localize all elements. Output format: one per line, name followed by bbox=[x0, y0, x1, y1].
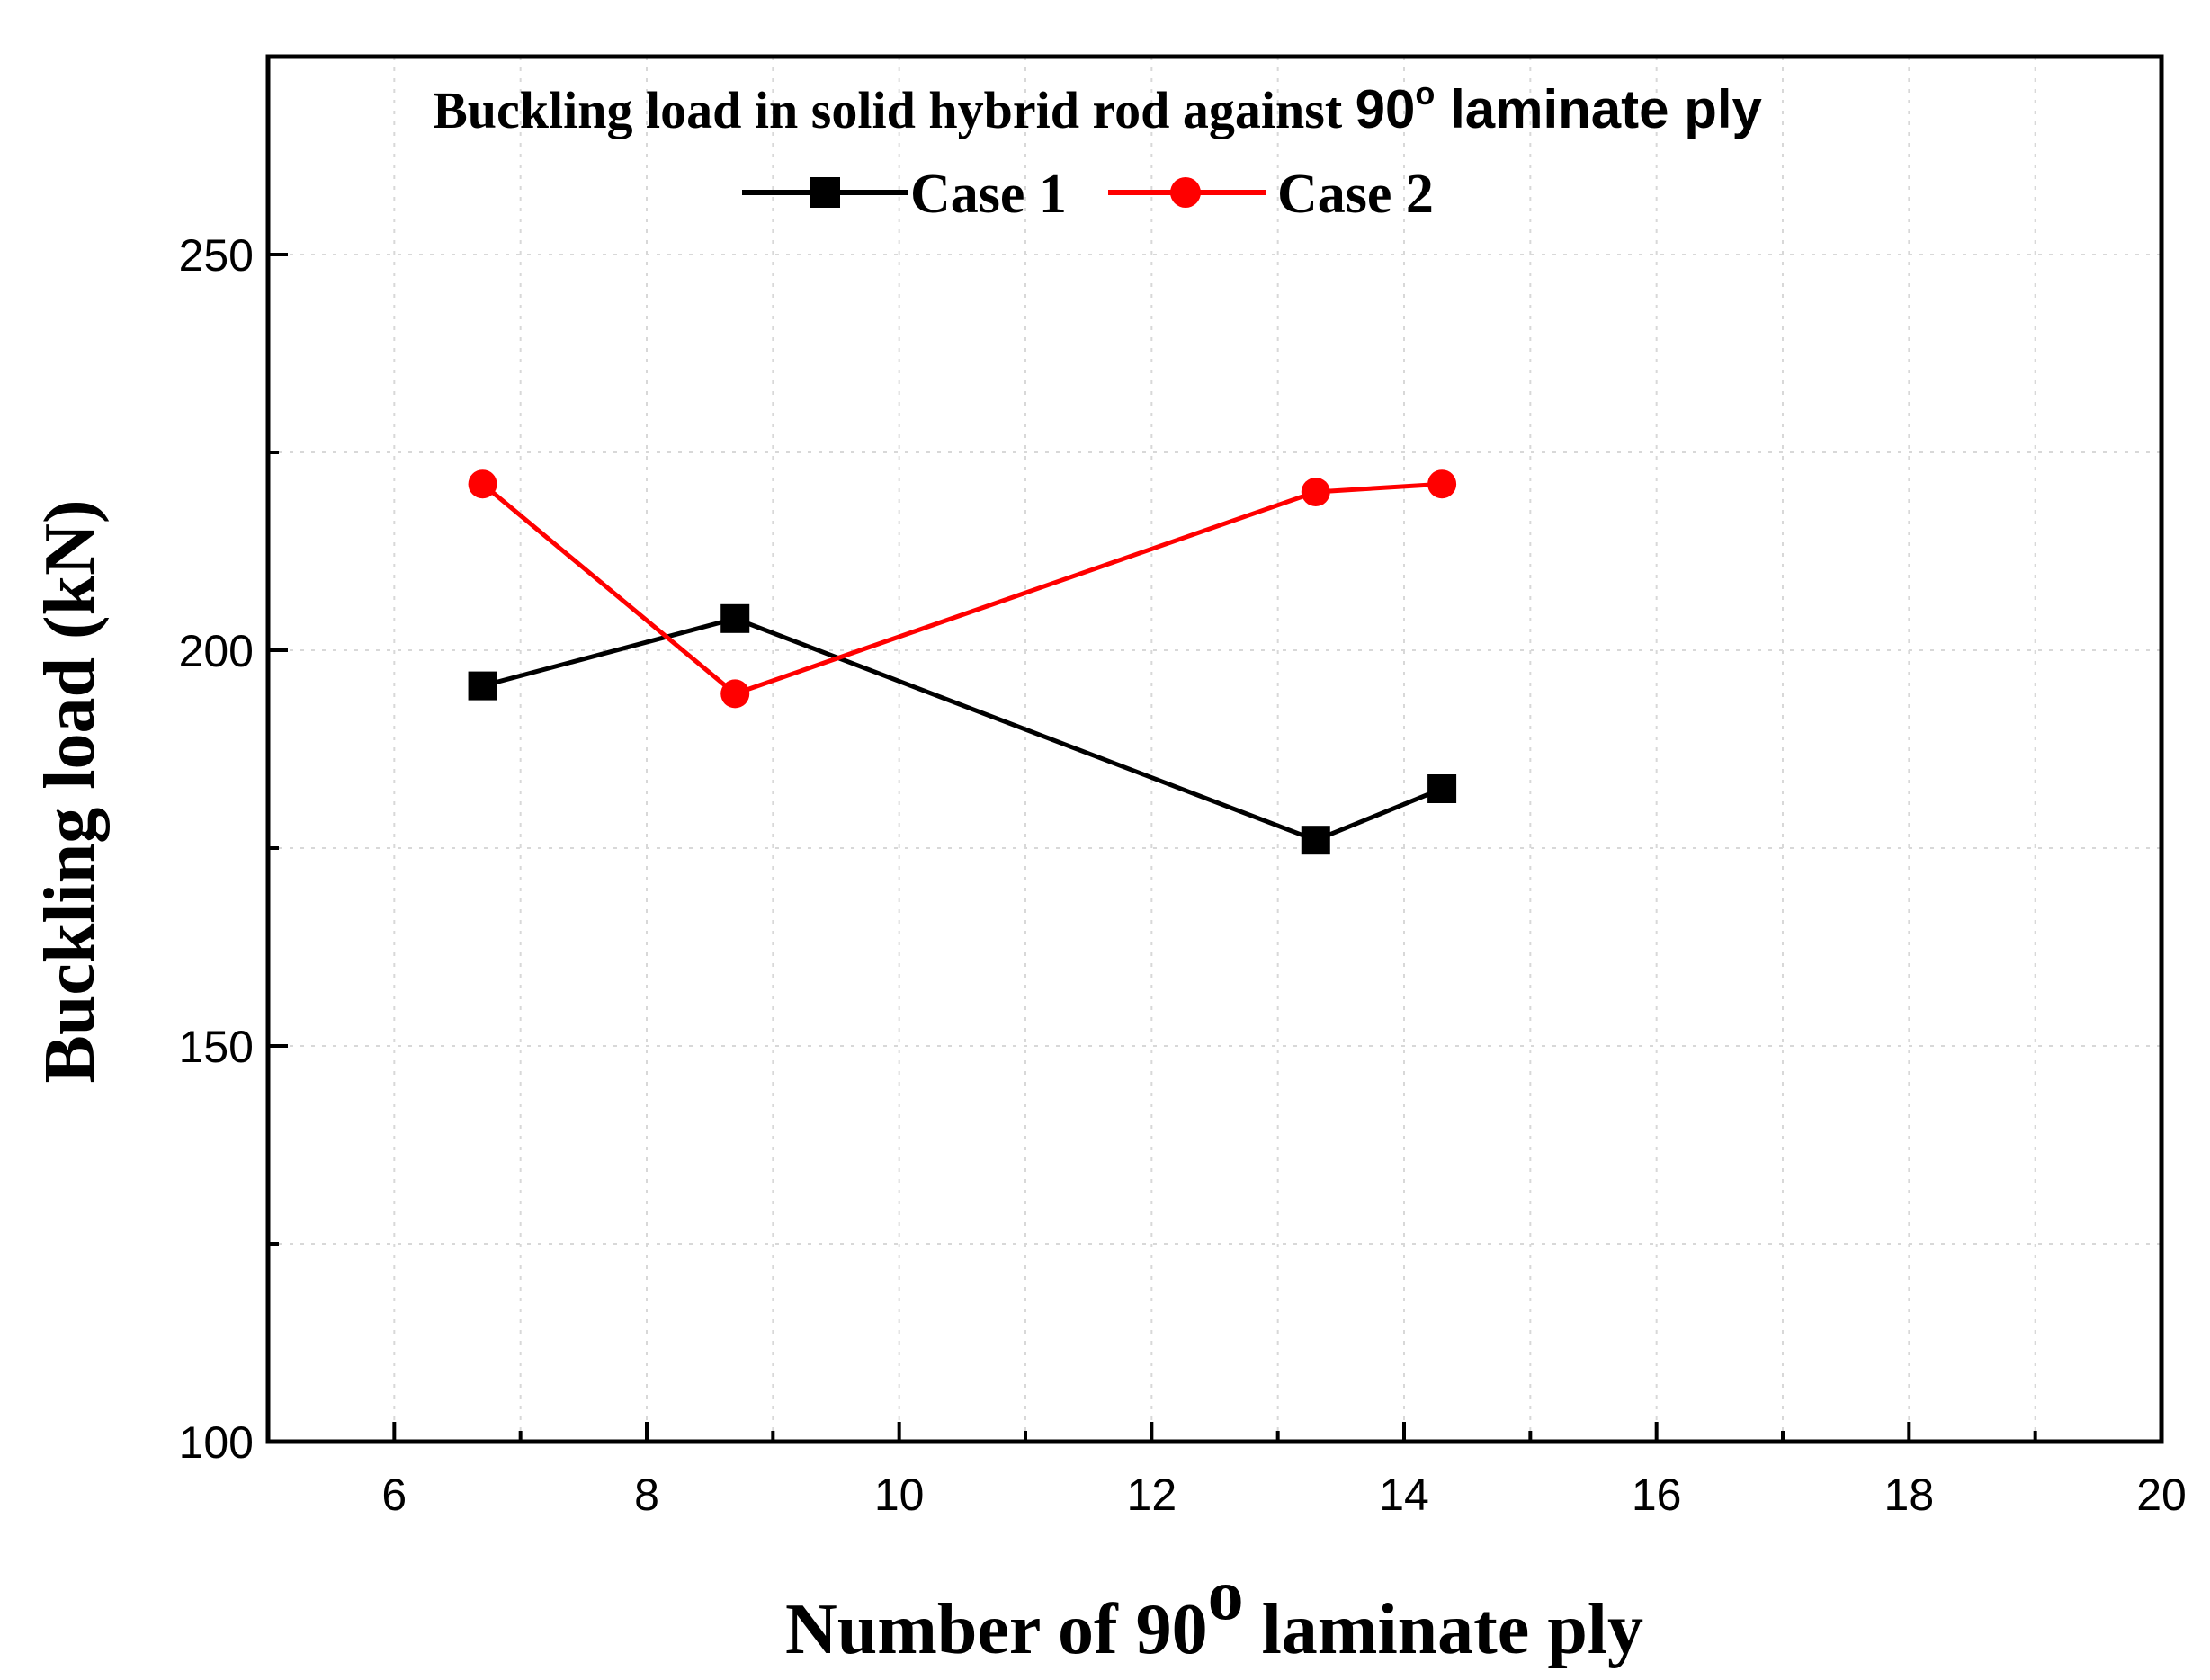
x-tick-label: 6 bbox=[381, 1470, 407, 1520]
y-tick-label: 200 bbox=[179, 626, 254, 676]
x-tick-label: 18 bbox=[1884, 1470, 1935, 1520]
data-point-case-2 bbox=[1301, 478, 1330, 506]
data-point-case-2 bbox=[468, 469, 497, 499]
title-prefix: Buckling load in solid hybrid rod agains… bbox=[433, 81, 1356, 139]
x-axis-title: Number of 90o laminate ply bbox=[785, 1556, 1643, 1669]
grid bbox=[268, 57, 2161, 1442]
data-point-case-2 bbox=[1427, 469, 1457, 499]
title-degree-symbol: o bbox=[1415, 75, 1435, 112]
data-point-case-1 bbox=[1427, 774, 1457, 803]
xlabel-degree-number: 90 bbox=[1136, 1590, 1208, 1669]
legend: Case 1 Case 2 bbox=[742, 164, 1434, 225]
legend-label-case-1: Case 1 bbox=[910, 164, 1067, 225]
x-tick-label: 10 bbox=[874, 1470, 925, 1520]
x-tick-label: 12 bbox=[1127, 1470, 1177, 1520]
title-suffix: laminate ply bbox=[1435, 79, 1762, 139]
x-tick-label: 16 bbox=[1632, 1470, 1682, 1520]
data-point-case-1 bbox=[468, 671, 497, 701]
series-line-case-1 bbox=[481, 616, 1444, 843]
series-layer bbox=[468, 469, 1457, 855]
y-tick-label: 100 bbox=[179, 1417, 254, 1468]
x-tick-label: 14 bbox=[1379, 1470, 1429, 1520]
data-point-case-2 bbox=[720, 679, 750, 709]
y-tick-label: 250 bbox=[179, 230, 254, 281]
xlabel-degree-symbol: o bbox=[1208, 1556, 1244, 1635]
plot-frame bbox=[265, 54, 2164, 1444]
chart-title: Buckling load in solid hybrid rod agains… bbox=[433, 75, 1762, 139]
data-point-case-1 bbox=[720, 603, 750, 633]
xlabel-suffix: laminate ply bbox=[1244, 1590, 1643, 1669]
y-axis-title: Buckling load (kN) bbox=[31, 499, 110, 1083]
x-tick-label: 20 bbox=[2136, 1470, 2187, 1520]
data-point-case-1 bbox=[1301, 826, 1330, 855]
y-tick-label: 150 bbox=[179, 1022, 254, 1072]
title-degree-number: 90 bbox=[1356, 79, 1416, 139]
legend-label-case-2: Case 2 bbox=[1277, 164, 1434, 225]
x-tick-label: 8 bbox=[634, 1470, 659, 1520]
ticks: 6 8 10 12 14 16 18 20 100 150 200 250 bbox=[179, 55, 2187, 1520]
series-line-case-2 bbox=[480, 481, 1443, 697]
legend-marker-case-1 bbox=[810, 177, 840, 208]
xlabel-prefix: Number of bbox=[785, 1590, 1136, 1669]
legend-marker-case-2 bbox=[1170, 177, 1201, 208]
